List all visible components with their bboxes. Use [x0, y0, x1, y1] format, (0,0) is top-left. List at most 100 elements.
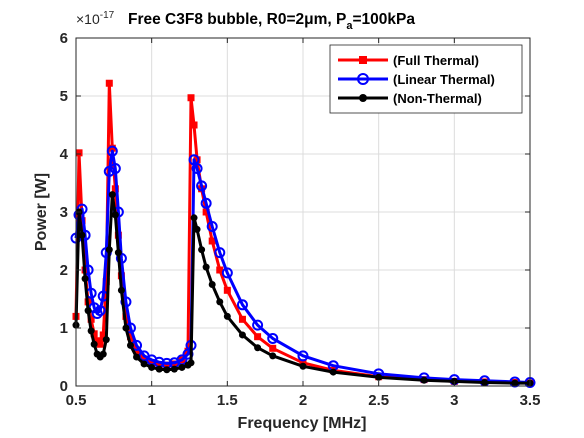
- data-point-full-thermal: [102, 278, 110, 286]
- legend-marker-non-thermal: [359, 94, 367, 102]
- legend-marker-linear-thermal: [357, 73, 369, 85]
- data-point-linear-thermal: [191, 163, 203, 174]
- data-point-full-thermal: [208, 237, 216, 245]
- data-point-non-thermal: [238, 331, 246, 339]
- data-point-full-thermal: [126, 333, 134, 341]
- data-point-full-thermal: [87, 315, 95, 323]
- data-point-non-thermal: [108, 191, 116, 199]
- data-point-non-thermal: [90, 340, 98, 348]
- legend-label-linear-thermal: (Linear Thermal): [393, 72, 495, 87]
- x-tick-label: 3: [450, 392, 458, 409]
- chart-title: Free C3F8 bubble, R0=2μm, Pa=100kPa: [128, 11, 415, 32]
- data-point-non-thermal: [329, 368, 337, 376]
- series-non-thermal: [72, 191, 534, 387]
- data-point-linear-thermal: [214, 247, 226, 259]
- legend-item-full-thermal: (Full Thermal): [338, 53, 479, 68]
- data-point-linear-thermal: [91, 308, 103, 319]
- data-point-linear-thermal: [236, 299, 248, 311]
- legend-item-linear-thermal: (Linear Thermal): [338, 72, 495, 87]
- legend-item-non-thermal: (Non-Thermal): [338, 91, 482, 106]
- data-point-non-thermal: [148, 363, 156, 371]
- data-point-full-thermal: [269, 344, 277, 352]
- data-point-full-thermal: [238, 315, 246, 323]
- data-point-non-thermal: [223, 312, 231, 320]
- y-axis-label: Power [W]: [33, 173, 50, 251]
- data-point-non-thermal: [163, 366, 171, 374]
- data-point-full-thermal: [105, 79, 113, 87]
- x-tick-label: 0.5: [66, 392, 87, 409]
- y-tick-label: 6: [60, 30, 68, 47]
- y-tick-label: 4: [60, 146, 69, 163]
- data-point-linear-thermal: [109, 163, 121, 174]
- legend-marker-full-thermal: [359, 56, 367, 64]
- data-point-non-thermal: [202, 263, 210, 271]
- data-point-full-thermal: [223, 286, 231, 294]
- y-axis-multiplier: ×10-17: [76, 10, 115, 27]
- data-point-non-thermal: [170, 365, 178, 373]
- data-point-non-thermal: [269, 352, 277, 360]
- data-point-full-thermal: [193, 156, 201, 164]
- data-point-linear-thermal: [206, 221, 218, 232]
- data-point-full-thermal: [96, 340, 104, 348]
- data-point-non-thermal: [216, 298, 224, 306]
- x-tick-label: 2.5: [368, 392, 389, 409]
- x-axis-label: Frequency [MHz]: [238, 415, 367, 432]
- data-point-non-thermal: [133, 353, 141, 361]
- data-point-full-thermal: [163, 361, 171, 369]
- y-tick-label: 5: [60, 88, 68, 105]
- data-point-non-thermal: [105, 246, 113, 254]
- data-point-non-thermal: [114, 249, 122, 257]
- series-line-linear-thermal: [74, 149, 531, 384]
- data-point-non-thermal: [81, 275, 89, 283]
- data-point-linear-thermal: [297, 350, 309, 362]
- data-point-non-thermal: [375, 373, 383, 381]
- data-point-non-thermal: [198, 246, 206, 254]
- axis-ticks: 0.5 1 1.5 2 2.5 3 3.5 0 1 2 3 4 5 6: [60, 30, 541, 409]
- data-point-non-thermal: [126, 341, 134, 349]
- x-tick-label: 2: [299, 392, 307, 409]
- data-point-full-thermal: [90, 330, 98, 338]
- data-point-non-thermal: [187, 359, 195, 367]
- data-point-non-thermal: [111, 211, 119, 219]
- legend-label-full-thermal: (Full Thermal): [393, 53, 479, 68]
- data-point-full-thermal: [187, 94, 195, 102]
- data-point-non-thermal: [511, 379, 519, 387]
- data-point-non-thermal: [481, 379, 489, 387]
- data-point-linear-thermal: [267, 332, 279, 344]
- data-point-non-thermal: [117, 286, 125, 294]
- data-point-non-thermal: [122, 324, 130, 332]
- data-point-non-thermal: [254, 344, 262, 352]
- data-point-full-thermal: [254, 333, 262, 341]
- data-point-full-thermal: [216, 266, 224, 274]
- data-point-full-thermal: [148, 359, 156, 367]
- legend: (Full Thermal) (Linear Thermal) (Non-The…: [329, 44, 523, 114]
- x-tick-label: 1.5: [217, 392, 238, 409]
- legend-label-non-thermal: (Non-Thermal): [393, 91, 482, 106]
- data-point-non-thermal: [193, 225, 201, 233]
- series-layer: [70, 79, 536, 389]
- data-point-linear-thermal: [106, 145, 118, 157]
- data-point-linear-thermal: [94, 305, 106, 317]
- data-point-non-thermal: [178, 363, 186, 371]
- data-point-full-thermal: [75, 149, 83, 157]
- y-tick-label: 0: [60, 378, 68, 395]
- data-point-non-thermal: [99, 350, 107, 358]
- data-point-non-thermal: [140, 360, 148, 368]
- data-point-full-thermal: [108, 144, 116, 152]
- data-point-non-thermal: [84, 307, 92, 315]
- data-point-linear-thermal: [221, 267, 233, 279]
- y-tick-label: 1: [60, 320, 68, 337]
- data-point-linear-thermal: [196, 180, 208, 192]
- data-point-non-thermal: [208, 281, 216, 288]
- data-point-linear-thermal: [252, 319, 264, 331]
- x-tick-label: 1: [147, 392, 155, 409]
- data-point-non-thermal: [87, 327, 95, 335]
- x-tick-label: 3.5: [520, 392, 541, 409]
- data-point-linear-thermal: [200, 197, 212, 209]
- data-point-non-thermal: [299, 362, 307, 370]
- data-point-full-thermal: [155, 361, 163, 369]
- y-tick-label: 2: [60, 262, 68, 279]
- y-tick-label: 3: [60, 204, 68, 221]
- data-point-non-thermal: [420, 376, 428, 384]
